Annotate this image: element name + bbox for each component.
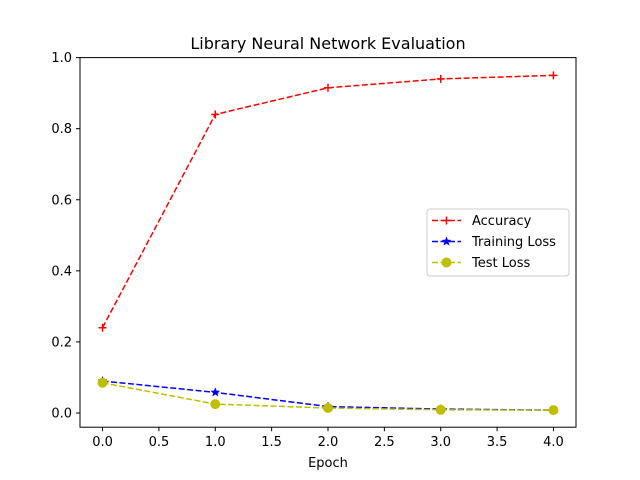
series-test-loss	[97, 377, 559, 416]
legend-entry: Accuracy	[432, 214, 532, 229]
y-tick-label: 0.4	[51, 264, 72, 279]
series-line	[102, 382, 554, 411]
legend: Accuracy Training Loss Test Loss	[426, 208, 570, 277]
x-tick-label: 1.0	[205, 435, 226, 450]
data-point	[97, 377, 108, 388]
data-point	[323, 403, 333, 414]
axes: 0.0 0.5 1.0 1.5 2.0 2.5 3.0 3.5 4.0 0.0 0.2 0.4 0.6 0…	[51, 51, 563, 450]
data-point	[549, 71, 558, 80]
series-line	[101, 74, 554, 329]
legend-marker	[441, 257, 452, 268]
legend-entry: Training Loss	[432, 235, 556, 250]
legend-marker	[442, 216, 451, 225]
y-tick-label: 0.6	[51, 193, 72, 208]
chart-title: Library Neural Network Evaluation	[190, 34, 465, 53]
data-point	[436, 74, 445, 83]
x-tick-label: 3.5	[487, 435, 508, 450]
data-point	[98, 323, 107, 332]
data-point	[210, 399, 221, 410]
x-tick-label: 2.0	[318, 435, 339, 450]
x-tick-label: 0.5	[149, 435, 170, 450]
data-point	[324, 83, 332, 92]
data-point	[548, 405, 559, 416]
legend-label: Training Loss	[471, 235, 556, 250]
x-tick-label: 2.5	[374, 435, 395, 450]
data-point	[210, 387, 221, 397]
data-point	[435, 404, 446, 415]
y-tick-label: 0.0	[51, 406, 72, 421]
y-tick-label: 0.2	[51, 335, 72, 350]
x-axis-label: Epoch	[308, 456, 348, 471]
y-tick-label: 1.0	[51, 51, 72, 66]
x-tick-label: 4.0	[543, 435, 564, 450]
legend-box	[426, 208, 570, 277]
plot-area	[97, 71, 559, 416]
legend-marker	[441, 236, 452, 246]
legend-entry: Test Loss	[432, 256, 530, 271]
legend-label: Accuracy	[472, 214, 532, 229]
x-tick-label: 1.5	[261, 435, 282, 450]
series-accuracy	[98, 71, 558, 332]
data-point	[211, 110, 220, 119]
x-tick-label: 0.0	[92, 435, 113, 450]
x-tick-label: 3.0	[430, 435, 451, 450]
legend-label: Test Loss	[471, 256, 530, 271]
y-tick-label: 0.8	[51, 122, 72, 137]
